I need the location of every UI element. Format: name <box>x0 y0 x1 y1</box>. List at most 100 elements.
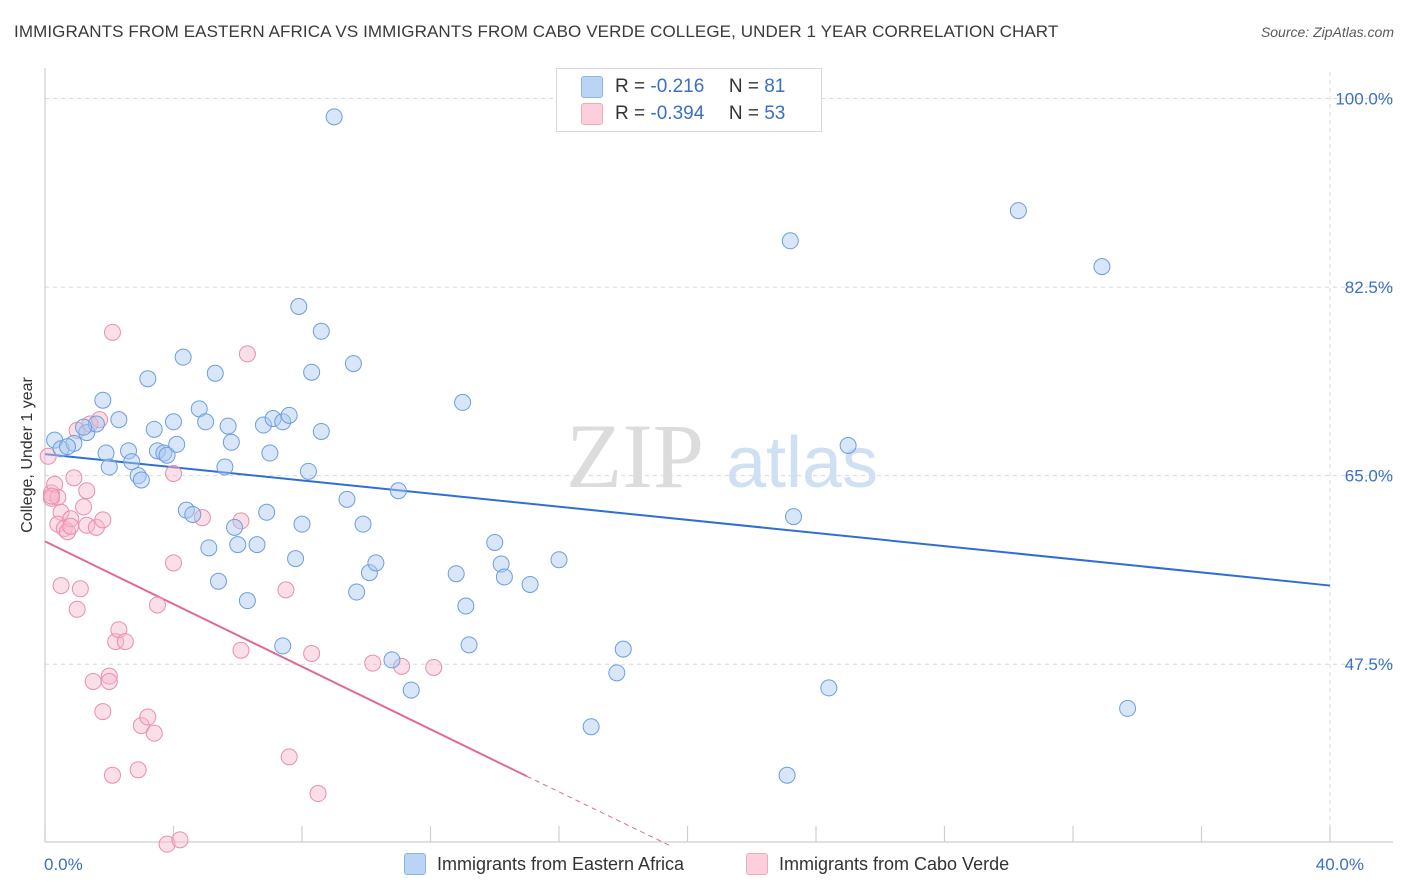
data-point-eastern-africa <box>168 435 186 453</box>
legend-swatch-pink <box>581 103 603 125</box>
data-point-eastern-africa <box>254 416 272 434</box>
data-point-eastern-africa <box>312 322 330 340</box>
data-point-cabo-verde <box>100 672 118 690</box>
data-point-cabo-verde <box>232 512 250 530</box>
data-point-eastern-africa <box>280 406 298 424</box>
data-point-eastern-africa <box>226 518 244 536</box>
gridlines <box>45 72 1393 842</box>
data-point-eastern-africa <box>312 422 330 440</box>
watermark-atlas: atlas <box>726 423 878 503</box>
data-point-eastern-africa <box>486 533 504 551</box>
data-point-eastern-africa <box>238 592 256 610</box>
data-point-cabo-verde <box>165 554 182 572</box>
legend-r-label: R = <box>615 103 646 124</box>
bottom-legend-label-pink: Immigrants from Cabo Verde <box>779 853 1010 874</box>
cabo-verde-points <box>39 323 443 853</box>
data-point-eastern-africa <box>120 442 138 460</box>
source-credit: Source: ZipAtlas.com <box>1260 24 1394 40</box>
data-point-eastern-africa <box>287 550 305 568</box>
data-point-eastern-africa <box>222 433 240 451</box>
data-point-eastern-africa <box>299 462 317 480</box>
data-point-eastern-africa <box>521 575 539 593</box>
data-point-eastern-africa <box>158 446 176 464</box>
data-point-eastern-africa <box>87 415 105 433</box>
legend-n-value-pink: 53 <box>764 103 786 124</box>
eastern-africa-points <box>46 108 1137 784</box>
legend-r-label: R = <box>615 76 646 97</box>
data-point-eastern-africa <box>348 583 366 601</box>
data-point-eastern-africa <box>165 413 182 431</box>
data-point-eastern-africa <box>75 418 93 436</box>
data-point-eastern-africa <box>367 554 385 572</box>
data-point-eastern-africa <box>290 298 308 315</box>
data-point-eastern-africa <box>495 568 513 586</box>
data-point-cabo-verde <box>78 482 96 500</box>
data-point-cabo-verde <box>55 519 73 537</box>
data-point-cabo-verde <box>129 761 147 779</box>
data-point-eastern-africa <box>209 572 227 590</box>
data-point-eastern-africa <box>447 565 465 583</box>
data-point-eastern-africa <box>78 424 96 442</box>
trend-line-cabo-verde <box>44 540 528 778</box>
data-point-eastern-africa <box>261 444 279 462</box>
data-point-cabo-verde <box>75 498 93 516</box>
y-tick-label: 100.0% <box>1335 90 1393 109</box>
data-point-eastern-africa <box>389 482 407 500</box>
data-point-eastern-africa <box>338 490 356 508</box>
data-point-eastern-africa <box>460 636 478 654</box>
data-point-cabo-verde <box>116 633 134 651</box>
watermark-zip: ZIP <box>566 405 704 507</box>
data-point-cabo-verde <box>145 724 163 742</box>
data-point-eastern-africa <box>582 718 600 736</box>
data-point-eastern-africa <box>325 108 343 126</box>
data-point-eastern-africa <box>608 664 626 682</box>
data-point-eastern-africa <box>264 410 282 428</box>
data-point-cabo-verde <box>171 831 189 849</box>
data-point-eastern-africa <box>614 640 632 658</box>
legend-n-value-blue: 81 <box>764 76 786 97</box>
data-point-cabo-verde <box>58 523 76 541</box>
data-point-cabo-verde <box>68 600 86 618</box>
trend-line-eastern-africa <box>44 453 1331 587</box>
data-point-eastern-africa <box>145 420 163 438</box>
data-point-eastern-africa <box>148 442 166 460</box>
data-point-eastern-africa <box>1093 258 1111 276</box>
data-point-cabo-verde <box>132 717 150 735</box>
stats-legend: R = -0.216 N = 81 R = -0.394 N = 53 <box>556 68 822 132</box>
data-point-cabo-verde <box>94 511 112 529</box>
data-point-eastern-africa <box>492 555 510 573</box>
data-point-eastern-africa <box>293 515 311 533</box>
data-point-eastern-africa <box>52 440 70 458</box>
bottom-legend-blue: Immigrants from Eastern Africa <box>404 852 684 876</box>
data-point-cabo-verde <box>277 581 295 599</box>
data-point-eastern-africa <box>200 539 218 557</box>
data-point-eastern-africa <box>303 363 321 381</box>
bottom-legend-swatch-pink <box>746 853 768 875</box>
legend-swatch-blue <box>581 76 603 98</box>
data-point-cabo-verde <box>39 447 57 465</box>
data-point-cabo-verde <box>103 766 121 784</box>
data-point-eastern-africa <box>344 355 362 373</box>
data-point-eastern-africa <box>219 417 237 435</box>
data-point-eastern-africa <box>229 536 247 554</box>
data-point-eastern-africa <box>1119 699 1137 717</box>
y-tick-label: 65.0% <box>1345 467 1393 486</box>
data-point-eastern-africa <box>781 232 799 250</box>
data-point-eastern-africa <box>206 364 224 382</box>
data-point-eastern-africa <box>839 436 857 454</box>
data-point-cabo-verde <box>238 345 256 363</box>
x-tick-label: 0.0% <box>44 855 83 874</box>
data-point-cabo-verde <box>309 785 327 803</box>
bottom-legend-swatch-blue <box>404 853 426 875</box>
y-tick-label: 47.5% <box>1345 655 1393 674</box>
legend-r-value-blue: -0.216 <box>650 76 705 97</box>
data-point-eastern-africa <box>139 370 157 388</box>
data-point-cabo-verde <box>94 703 112 721</box>
data-point-eastern-africa <box>383 651 401 669</box>
data-point-eastern-africa <box>110 411 128 429</box>
zipatlas-watermark: ZIP atlas <box>566 405 878 507</box>
data-point-eastern-africa <box>274 413 292 431</box>
legend-n-label: N = <box>728 103 759 124</box>
bottom-legend-pink: Immigrants from Cabo Verde <box>746 852 1009 876</box>
